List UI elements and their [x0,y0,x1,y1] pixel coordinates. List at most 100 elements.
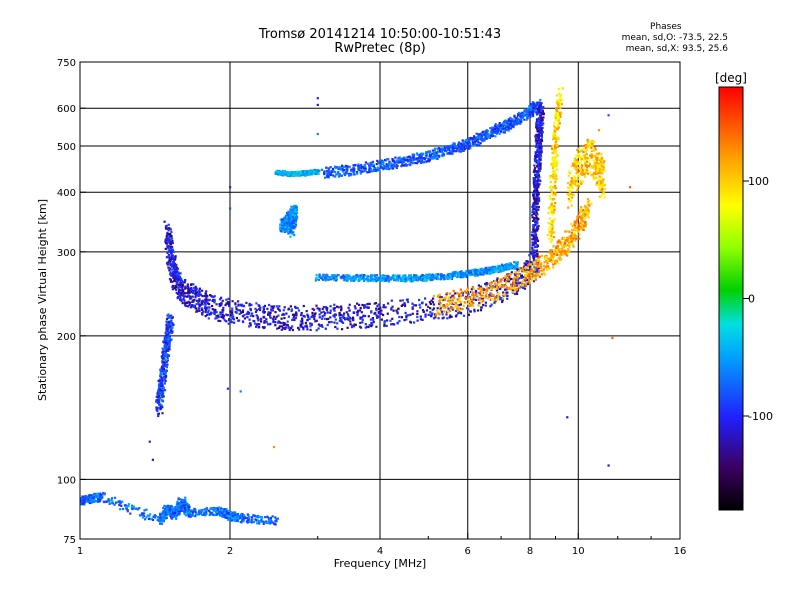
echo-point [153,516,157,519]
echo-point [166,328,169,331]
echo-point [338,311,341,315]
echo-point [384,275,387,278]
echo-point [559,96,562,99]
echo-point [350,172,353,175]
echo-point [445,145,448,148]
echo-point [415,158,418,161]
echo-point [342,314,345,317]
echo-point [472,273,475,276]
echo-point [108,502,111,505]
echo-point [553,137,556,140]
echo-point [294,317,297,320]
echo-point [539,165,542,168]
echo-point [302,326,305,329]
echo-point [225,320,228,323]
echo-point [170,230,173,234]
echo-point [533,201,536,204]
echo-point [587,209,590,212]
echo-point [473,144,477,147]
echo-point [536,228,539,231]
echo-point [386,319,389,322]
echo-point [433,151,436,154]
echo-point [473,138,476,141]
echo-point [558,241,562,244]
echo-point [499,287,502,291]
echo-point [468,145,471,148]
echo-point [416,160,419,164]
echo-point [534,232,537,235]
echo-point [176,292,179,296]
echo-point [361,303,364,307]
echo-point [204,292,207,295]
echo-point [480,301,483,304]
echo-point [496,295,499,298]
echo-point [219,319,222,323]
echo-point [533,217,536,220]
echo-point [158,519,161,522]
echo-point [235,316,238,320]
echo-point [385,166,388,169]
echo-point [411,307,414,310]
echo-point [114,496,117,499]
echo-point [404,159,407,162]
echo-point [324,312,327,315]
echo-point [399,277,402,280]
echo-point [308,317,311,320]
echo-point [542,272,545,275]
echo-point [203,295,206,298]
echo-point [532,192,535,195]
echo-point [553,132,556,135]
echo-point [441,313,444,316]
echo-point [528,105,531,108]
echo-point [367,325,370,329]
echo-point [471,137,475,140]
echo-point [181,281,184,284]
echo-point [186,284,189,287]
echo-point [183,295,187,298]
echo-point [557,257,560,260]
echo-point [371,323,374,326]
echo-point [469,147,472,150]
echo-point [163,381,166,384]
echo-point [150,517,153,520]
echo-point [170,316,173,320]
echo-point [509,116,512,119]
echo-point [224,304,227,307]
echo-point [179,283,182,286]
echo-point [419,275,422,278]
echo-point [430,278,434,281]
echo-point [176,267,180,270]
echo-point [141,514,144,517]
echo-point [334,313,337,316]
echo-point [268,313,271,316]
echo-point [372,165,376,168]
echo-point [432,294,436,297]
echo-point [489,283,493,286]
echo-point [165,369,168,372]
echo-point [535,194,538,197]
echo-point [169,250,172,253]
echo-point [556,99,559,102]
echo-point [377,312,380,315]
echo-point [178,289,181,292]
echo-point [198,298,201,301]
echo-point [441,154,444,158]
echo-point [320,324,323,327]
echo-point [548,237,551,240]
echo-point [551,156,555,159]
echo-point [464,301,467,304]
echo-point [160,522,164,525]
echo-point [369,279,372,282]
echo-point [406,164,409,167]
echo-point [534,246,537,249]
echo-point [157,414,160,418]
echo-point [214,308,217,312]
echo-point [516,121,520,124]
echo-point [493,282,497,285]
echo-point [452,289,455,292]
echo-point [574,221,577,224]
echo-point [458,293,461,296]
echo-point [131,504,134,507]
echo-point [556,153,559,156]
echo-point [474,289,478,293]
